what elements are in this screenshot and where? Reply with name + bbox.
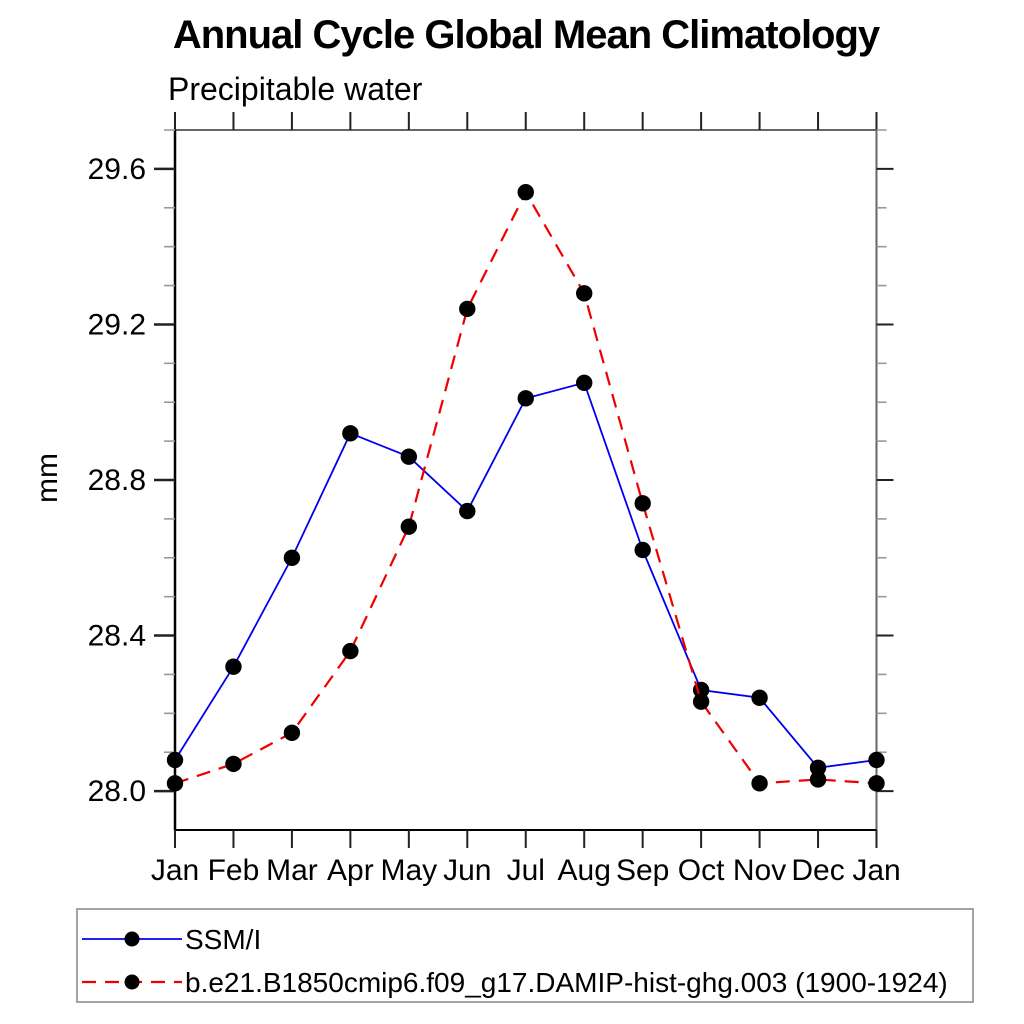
legend-label-1: b.e21.B1850cmip6.f09_g17.DAMIP-hist-ghg.… <box>185 967 948 998</box>
y-tick-label: 28.8 <box>88 464 146 497</box>
data-point-marker <box>868 751 885 769</box>
data-point-marker <box>166 751 184 769</box>
chart-title: Annual Cycle Global Mean Climatology <box>173 13 881 57</box>
plot-area: Jan Feb Mar Apr May Jun Jul Aug Sep Oct Nov Dec Jan2… <box>88 112 901 887</box>
legend: SSM/I b.e21.B1850cmip6.f09_g17.DAMIP-hist… <box>76 908 974 1003</box>
data-point-marker <box>400 448 418 465</box>
x-tick-label: Jan <box>151 854 199 887</box>
data-point-marker <box>809 771 827 788</box>
legend-label-0: SSM/I <box>185 924 261 955</box>
x-tick-label: Jan <box>852 854 900 887</box>
data-point-marker <box>283 724 301 741</box>
legend-marker-0 <box>124 931 140 947</box>
x-tick-label: Jun <box>443 854 491 887</box>
x-tick-label: Apr <box>327 854 374 887</box>
data-point-marker <box>751 775 768 792</box>
y-tick-label: 29.2 <box>88 308 146 341</box>
data-point-marker <box>342 425 359 442</box>
x-tick-label: Feb <box>208 854 260 887</box>
x-tick-label: Oct <box>678 854 725 887</box>
legend-marker-1 <box>124 974 140 990</box>
data-point-marker <box>576 285 593 302</box>
legend-box <box>76 908 974 1003</box>
data-point-marker <box>517 184 534 201</box>
x-tick-label: Nov <box>733 854 786 887</box>
x-tick-label: Jul <box>507 854 545 887</box>
data-point-marker <box>342 642 359 660</box>
data-point-marker <box>868 775 885 792</box>
x-tick-label: Aug <box>558 854 611 887</box>
y-tick-label: 29.6 <box>88 153 146 186</box>
y-tick-label: 28.0 <box>88 775 146 808</box>
data-point-marker <box>225 755 242 773</box>
series-line-1 <box>174 189 877 785</box>
x-tick-label: May <box>380 854 437 887</box>
data-point-marker <box>517 390 534 407</box>
data-point-marker <box>283 549 301 566</box>
data-point-marker <box>809 759 827 776</box>
x-tick-label: Dec <box>791 854 844 887</box>
y-axis-label: mm <box>31 453 64 503</box>
data-point-marker <box>400 518 418 535</box>
data-point-marker <box>459 300 476 318</box>
data-point-marker <box>634 495 651 512</box>
x-tick-label: Sep <box>616 854 669 887</box>
y-tick-label: 28.4 <box>88 620 146 653</box>
data-point-marker <box>459 502 476 520</box>
data-point-marker <box>166 775 184 792</box>
x-tick-label: Mar <box>266 854 318 887</box>
data-point-marker <box>692 693 710 710</box>
data-point-marker <box>576 374 593 391</box>
data-point-marker <box>634 541 651 559</box>
series-line-0 <box>174 381 877 769</box>
data-point-marker <box>751 689 768 706</box>
data-point-marker <box>225 658 242 675</box>
chart-subtitle: Precipitable water <box>168 71 423 107</box>
